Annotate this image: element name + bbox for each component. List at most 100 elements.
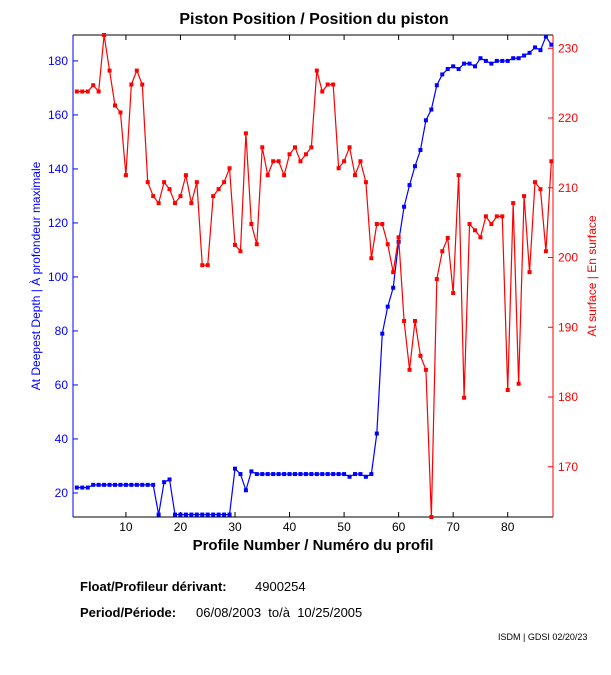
surface-series-line bbox=[76, 34, 552, 518]
surface-data-point bbox=[271, 159, 276, 164]
deepest-data-point bbox=[151, 482, 156, 487]
deepest-data-point bbox=[478, 56, 483, 61]
deepest-data-point bbox=[282, 472, 287, 477]
deepest-data-point bbox=[336, 472, 341, 477]
surface-data-point bbox=[494, 214, 499, 219]
surface-data-point bbox=[113, 103, 117, 108]
deepest-data-point bbox=[489, 61, 494, 66]
x-tick-label: 40 bbox=[283, 520, 297, 534]
surface-data-point bbox=[156, 201, 161, 206]
surface-data-point bbox=[445, 235, 450, 240]
deepest-data-point bbox=[538, 48, 543, 53]
deepest-data-point bbox=[456, 67, 461, 72]
surface-data-point bbox=[134, 68, 139, 73]
surface-data-point bbox=[467, 222, 472, 227]
deepest-data-point bbox=[107, 482, 112, 487]
deepest-data-point bbox=[325, 472, 330, 477]
x-tick-label: 60 bbox=[392, 520, 406, 534]
deepest-data-point bbox=[222, 512, 227, 517]
surface-data-point bbox=[303, 152, 308, 157]
deepest-data-point bbox=[533, 45, 537, 50]
surface-data-point bbox=[369, 256, 374, 261]
x-tick-label: 80 bbox=[501, 520, 515, 534]
deepest-data-point bbox=[293, 472, 297, 477]
surface-data-point bbox=[249, 222, 254, 227]
left-tick-label: 80 bbox=[55, 324, 69, 338]
deepest-data-point bbox=[549, 42, 554, 47]
deepest-series-line bbox=[76, 35, 552, 516]
right-tick-label: 230 bbox=[558, 41, 578, 55]
surface-data-point bbox=[85, 89, 90, 94]
deepest-data-point bbox=[363, 474, 368, 479]
deepest-data-point bbox=[413, 164, 417, 169]
surface-data-point bbox=[358, 159, 363, 164]
surface-data-point bbox=[418, 353, 423, 358]
left-axis-label: At Deepest Depth | À profondeur maximale bbox=[28, 161, 43, 390]
deepest-data-point bbox=[320, 472, 325, 477]
deepest-data-point bbox=[429, 107, 434, 112]
surface-data-point bbox=[211, 194, 216, 199]
deepest-data-point bbox=[391, 285, 396, 290]
x-tick-label: 10 bbox=[119, 520, 133, 534]
surface-data-point bbox=[102, 33, 107, 37]
surface-data-point bbox=[123, 173, 128, 178]
deepest-data-point bbox=[402, 204, 407, 209]
deepest-data-point bbox=[167, 477, 172, 482]
surface-data-point bbox=[374, 222, 379, 227]
surface-data-point bbox=[260, 145, 265, 150]
surface-data-point bbox=[429, 515, 434, 519]
surface-data-point bbox=[423, 367, 428, 372]
deepest-data-point bbox=[511, 56, 516, 61]
deepest-data-point bbox=[369, 472, 374, 477]
deepest-data-point bbox=[200, 512, 205, 517]
deepest-data-point bbox=[434, 83, 439, 88]
right-tick-label: 200 bbox=[558, 251, 578, 265]
deepest-data-point bbox=[380, 331, 385, 336]
surface-data-point bbox=[194, 180, 199, 185]
surface-data-point bbox=[380, 222, 385, 227]
surface-data-point bbox=[91, 83, 96, 88]
x-tick-label: 70 bbox=[447, 520, 461, 534]
deepest-data-point bbox=[271, 472, 276, 477]
surface-data-point bbox=[287, 152, 292, 157]
surface-data-point bbox=[538, 187, 543, 192]
deepest-data-point bbox=[331, 472, 336, 477]
surface-data-point bbox=[462, 395, 467, 400]
surface-data-point bbox=[74, 89, 79, 94]
deepest-data-point bbox=[298, 472, 303, 477]
deepest-data-point bbox=[445, 67, 450, 72]
surface-data-point bbox=[183, 173, 188, 178]
surface-data-point bbox=[478, 235, 483, 240]
deepest-data-point bbox=[276, 472, 281, 477]
deepest-data-point bbox=[145, 482, 150, 487]
deepest-data-point bbox=[123, 482, 128, 487]
deepest-data-point bbox=[162, 480, 167, 485]
left-tick-label: 180 bbox=[48, 54, 68, 68]
deepest-data-point bbox=[265, 472, 270, 477]
deepest-data-point bbox=[423, 118, 428, 123]
deepest-data-point bbox=[374, 431, 379, 436]
surface-data-point bbox=[216, 187, 221, 192]
surface-data-point bbox=[500, 214, 505, 219]
deepest-data-point bbox=[483, 58, 488, 63]
surface-data-point bbox=[282, 173, 287, 178]
deepest-data-point bbox=[303, 472, 308, 477]
surface-data-point bbox=[107, 68, 112, 73]
right-axis-label: At surface | En surface bbox=[585, 215, 599, 336]
deepest-data-point bbox=[102, 482, 107, 487]
deepest-data-point bbox=[233, 466, 237, 471]
deepest-data-point bbox=[134, 482, 139, 487]
deepest-data-point bbox=[260, 472, 265, 477]
deepest-data-point bbox=[243, 488, 248, 493]
right-tick-label: 220 bbox=[558, 111, 578, 125]
deepest-data-point bbox=[189, 512, 194, 517]
surface-data-point bbox=[543, 249, 548, 254]
deepest-data-point bbox=[113, 482, 117, 487]
surface-data-point bbox=[298, 159, 303, 164]
surface-data-point bbox=[96, 89, 101, 94]
surface-data-point bbox=[189, 201, 194, 206]
right-tick-label: 190 bbox=[558, 320, 578, 334]
deepest-data-point bbox=[227, 512, 232, 517]
surface-data-point bbox=[314, 68, 319, 73]
